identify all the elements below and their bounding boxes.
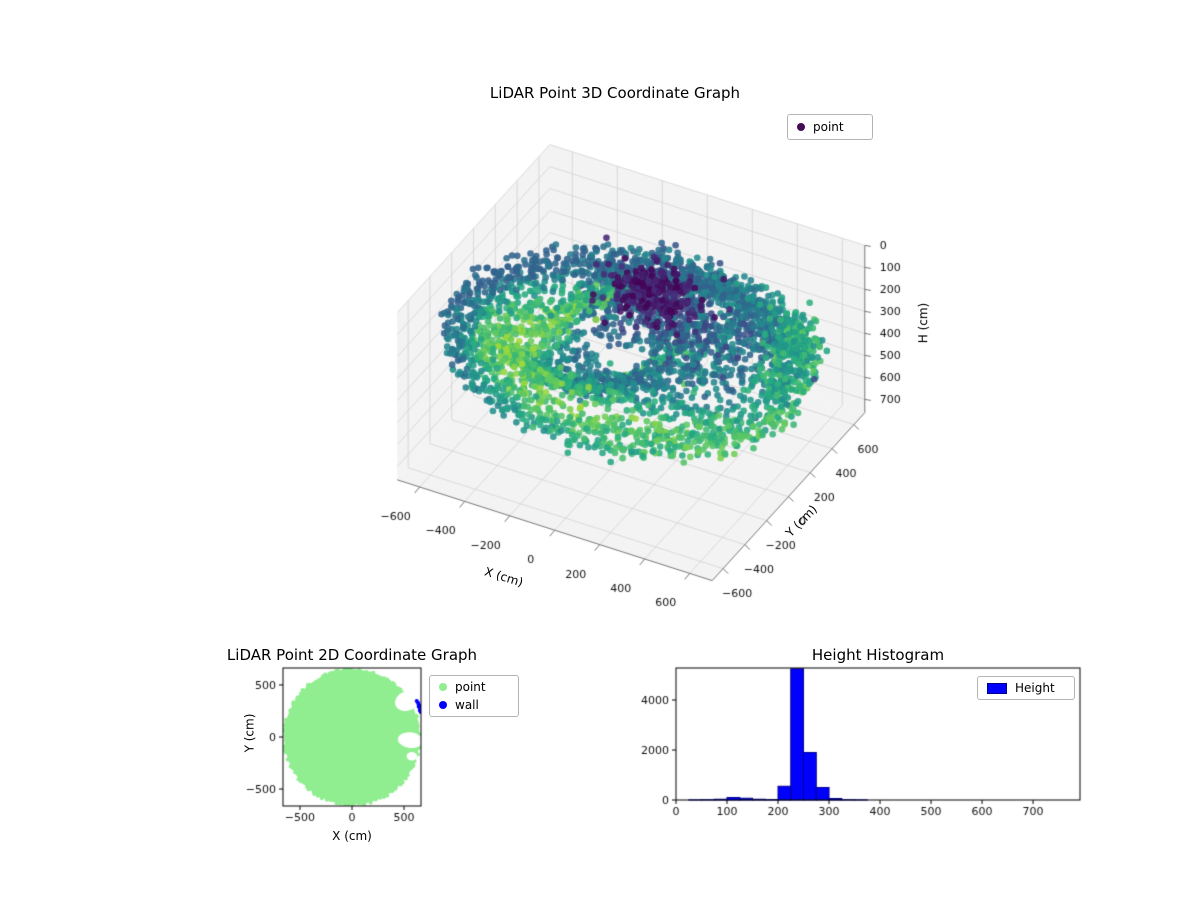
scatter-point-marker-icon — [797, 123, 805, 131]
plot2d-y-axis-label: Y (cm) — [242, 713, 257, 753]
wall-marker-icon — [439, 701, 447, 709]
plot3d-legend-entry-point: point — [797, 120, 863, 134]
plot3d-legend-label: point — [813, 120, 844, 134]
plot2d-legend-entry-wall: wall — [439, 698, 509, 712]
histogram-title: Height Histogram — [811, 646, 945, 664]
plot2d-legend-label-wall: wall — [455, 698, 479, 712]
plot2d-title: LiDAR Point 2D Coordinate Graph — [226, 646, 478, 664]
plot2d-x-axis-label: X (cm) — [332, 829, 372, 843]
histogram-legend-entry-height: Height — [987, 681, 1065, 695]
point-marker-icon — [439, 683, 447, 691]
histogram-legend: Height — [977, 676, 1075, 700]
plot3d-h-axis-label: H (cm) — [916, 302, 931, 344]
height-bar-swatch-icon — [987, 682, 1007, 694]
plot3d-title: LiDAR Point 3D Coordinate Graph — [489, 84, 741, 102]
plot2d-legend: point wall — [429, 675, 519, 717]
plot2d-legend-entry-point: point — [439, 680, 509, 694]
plot2d-legend-label-point: point — [455, 680, 486, 694]
plot3d-legend: point — [787, 114, 873, 140]
histogram-legend-label: Height — [1015, 681, 1055, 695]
